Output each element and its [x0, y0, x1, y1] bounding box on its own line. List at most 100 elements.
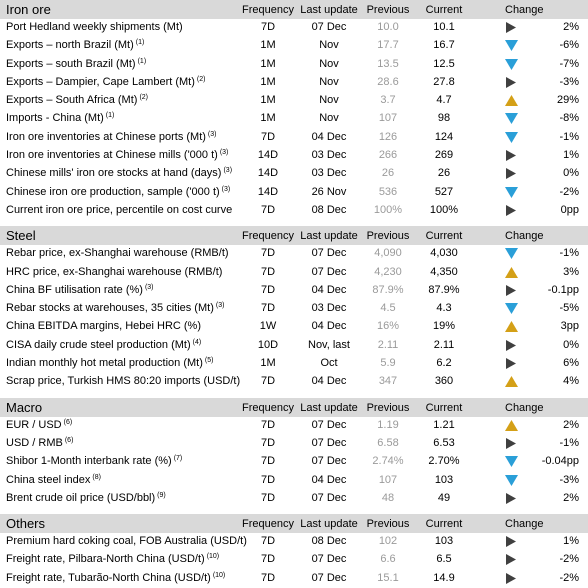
triangle-right-icon	[505, 339, 518, 351]
section-iron-ore: Iron ore Frequency Last update Previous Curr…	[0, 0, 588, 221]
frequency-cell: 7D	[260, 203, 276, 216]
frequency-cell: 7D	[260, 473, 276, 486]
current-value-cell: 269	[434, 149, 454, 162]
column-header-previous: Previous	[366, 401, 410, 414]
indicator-label: Scrap price, Turkish HMS 80:20 imports (…	[6, 375, 241, 388]
triangle-down-icon	[505, 131, 518, 143]
previous-value-cell: 2.11	[377, 338, 399, 351]
section-title: Others	[6, 516, 46, 532]
triangle-right-icon	[505, 284, 518, 296]
indicator-label: Chinese mills' iron ore stocks at hand (…	[6, 167, 222, 180]
last-update-cell: Nov	[319, 57, 339, 70]
previous-value-cell: 100%	[373, 203, 403, 216]
triangle-down-icon	[505, 186, 518, 198]
table-row: China EBITDA margins, Hebei HRC (%) 1W 04 …	[0, 318, 588, 337]
indicator-label: Brent crude oil price (USD/bbl)	[6, 491, 156, 504]
last-update-cell: 03 Dec	[311, 302, 347, 315]
change-value: 0%	[563, 338, 579, 351]
footnote-ref: (3)	[215, 302, 225, 310]
section-title: Steel	[6, 228, 36, 244]
footnote-ref: (1)	[135, 39, 145, 47]
indicator-name: Iron ore inventories at Chinese mills ('…	[6, 149, 228, 161]
current-value-cell: 124	[434, 130, 454, 143]
triangle-right-icon	[505, 437, 518, 449]
triangle-right-icon	[505, 204, 518, 216]
change-cell: 0%	[505, 338, 583, 352]
section-title: Macro	[6, 399, 43, 415]
frequency-cell: 7D	[260, 375, 276, 388]
footnote-ref: (3)	[221, 185, 231, 193]
change-cell: 3%	[505, 266, 583, 279]
frequency-cell: 1M	[260, 112, 276, 125]
frequency-cell: 7D	[260, 418, 276, 431]
column-header-change: Change	[505, 230, 544, 243]
frequency-cell: 7D	[260, 21, 276, 33]
table-row: Chinese mills' iron ore stocks at hand (…	[0, 165, 588, 184]
previous-value-cell: 347	[378, 375, 398, 388]
footnote-ref: (3)	[207, 130, 217, 138]
table-row: Freight rate, Tubarão-North China (USD/t…	[0, 570, 588, 588]
indicator-label: Imports - China (Mt)	[6, 112, 104, 125]
change-value: -1%	[559, 436, 579, 449]
table-row: Exports – north Brazil (Mt) (1) 1M Nov 17.7 1…	[0, 37, 588, 56]
column-header-frequency: Frequency	[242, 4, 294, 16]
footnote-ref: (2)	[196, 75, 206, 83]
change-value: 4%	[563, 375, 579, 388]
triangle-right-icon	[505, 76, 518, 88]
table-row: Iron ore inventories at Chinese ports (M…	[0, 129, 588, 148]
column-header-change: Change	[505, 401, 544, 414]
indicator-name: Port Hedland weekly shipments (Mt)	[6, 21, 183, 33]
change-cell: -1%	[505, 436, 583, 450]
indicator-label: Chinese iron ore production, sample ('00…	[6, 185, 220, 198]
change-value: -6%	[559, 39, 579, 52]
change-cell: 2%	[505, 21, 583, 34]
frequency-cell: 10D	[257, 338, 279, 351]
table-row: Brent crude oil price (USD/bbl) (9) 7D 07 D…	[0, 490, 588, 509]
last-update-cell: 07 Dec	[311, 491, 347, 504]
indicator-name: CISA daily crude steel production (Mt) (4…	[6, 339, 201, 351]
frequency-cell: 7D	[260, 491, 276, 504]
indicator-label: Exports – south Brazil (Mt)	[6, 57, 136, 70]
indicator-label: Rebar stocks at warehouses, 35 cities (M…	[6, 302, 214, 315]
change-cell: -2%	[505, 553, 583, 566]
last-update-cell: Nov	[319, 75, 339, 88]
indicator-label: China EBITDA margins, Hebei HRC (%)	[6, 320, 202, 333]
table-row: Iron ore inventories at Chinese mills ('…	[0, 147, 588, 166]
last-update-cell: 07 Dec	[311, 571, 347, 584]
current-value-cell: 27.8	[433, 75, 455, 88]
triangle-up-icon	[505, 95, 518, 107]
previous-value-cell: 16%	[376, 320, 400, 333]
current-value-cell: 4,030	[430, 247, 458, 260]
footnote-ref: (10)	[212, 571, 226, 579]
change-cell: -0.1pp	[505, 284, 583, 297]
footnote-ref: (5)	[204, 357, 214, 365]
change-value: -1%	[559, 247, 579, 260]
section-header: Others Frequency Last update Previous Curren…	[0, 514, 588, 534]
table-row: Current iron ore price, percentile on co…	[0, 202, 588, 221]
previous-value-cell: 3.7	[380, 94, 396, 107]
previous-value-cell: 266	[378, 149, 398, 162]
frequency-cell: 7D	[260, 130, 276, 143]
last-update-cell: 07 Dec	[311, 418, 347, 431]
frequency-cell: 7D	[260, 265, 276, 278]
last-update-cell: 07 Dec	[311, 247, 347, 260]
last-update-cell: Nov, last	[308, 338, 350, 351]
change-value: 29%	[556, 94, 579, 107]
current-value-cell: 6.2	[436, 357, 452, 370]
triangle-right-icon	[505, 358, 518, 370]
indicator-name: Rebar price, ex-Shanghai warehouse (RMB/…	[6, 247, 229, 259]
frequency-cell: 7D	[260, 436, 276, 449]
table-row: Port Hedland weekly shipments (Mt) 7D 07 D…	[0, 19, 588, 38]
current-value-cell: 2.11	[433, 338, 455, 351]
column-header-previous: Previous	[366, 518, 410, 531]
previous-value-cell: 4,230	[374, 265, 402, 278]
current-value-cell: 16.7	[433, 39, 455, 52]
indicator-label: Current iron ore price, percentile on co…	[6, 203, 233, 216]
frequency-cell: 7D	[260, 535, 276, 548]
current-value-cell: 4,350	[430, 265, 458, 278]
column-header-current: Current	[425, 4, 463, 16]
indicator-label: HRC price, ex-Shanghai warehouse (RMB/t)	[6, 265, 223, 278]
table-row: Rebar stocks at warehouses, 35 cities (M…	[0, 300, 588, 319]
change-cell: 0%	[505, 167, 583, 180]
last-update-cell: 04 Dec	[311, 375, 347, 388]
